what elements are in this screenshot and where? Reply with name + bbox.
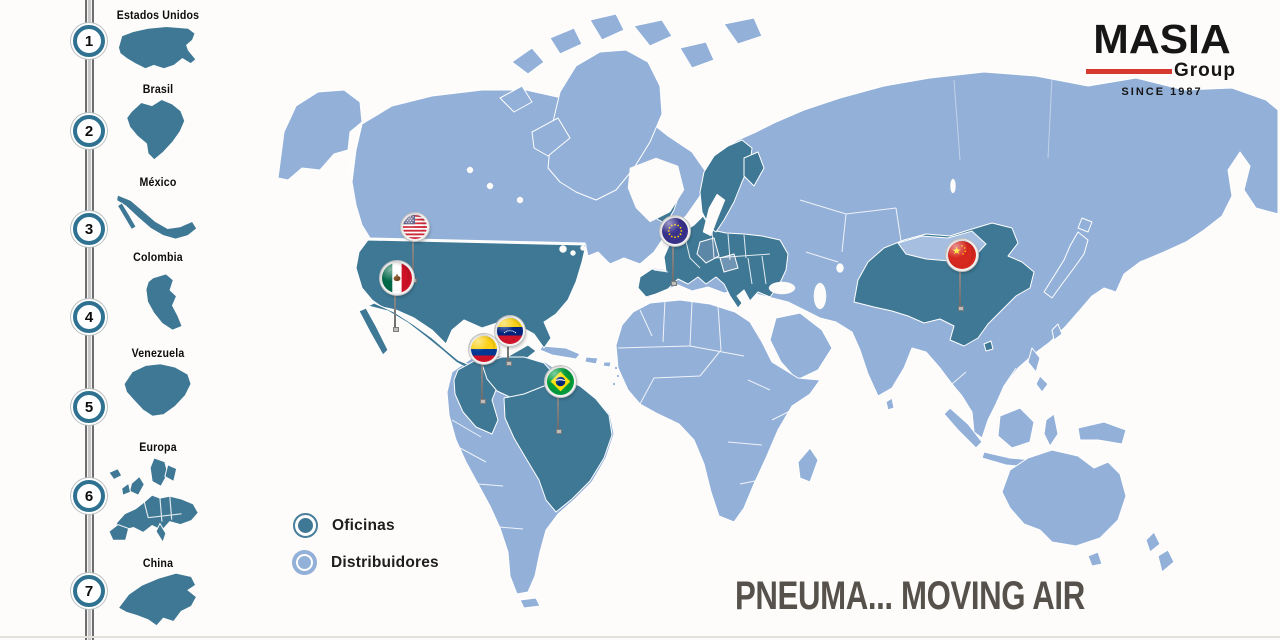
legend-item-oficinas: Oficinas <box>293 513 395 538</box>
map-japan <box>1043 231 1089 299</box>
sidebar-label-venezuela: Venezuela <box>131 348 185 360</box>
venezuela-flag-icon <box>495 316 525 346</box>
mexico-flag-icon <box>380 261 414 295</box>
map-arabia <box>769 312 833 381</box>
office-dot-icon <box>293 513 318 538</box>
map-baltic-sea <box>702 193 726 237</box>
sidebar-label-china: China <box>142 558 174 570</box>
pin-stick <box>555 379 562 434</box>
sidebar-label-mexico: México <box>139 177 177 189</box>
china-flag-icon <box>946 239 978 271</box>
venezuela-silhouette <box>123 363 192 417</box>
legend-label: Oficinas <box>332 516 395 534</box>
pin-stick <box>479 347 486 404</box>
pin-stick <box>670 229 677 286</box>
brazil-silhouette <box>126 99 186 161</box>
eu-flag-icon <box>660 216 690 246</box>
step-4-badge: 4 <box>73 301 105 333</box>
pin-stick <box>392 276 399 332</box>
usa-flag-icon <box>401 213 429 241</box>
step-6-badge: 6 <box>73 480 105 512</box>
legend-item-distribuidores: Distribuidores <box>292 550 439 575</box>
map-greenland <box>547 49 663 201</box>
legend-label: Distribuidores <box>331 553 439 571</box>
step-1-badge: 1 <box>73 25 105 57</box>
china-silhouette <box>117 572 197 627</box>
bottom-divider <box>0 636 1280 638</box>
usa-silhouette <box>118 26 197 70</box>
map-australia <box>1001 449 1127 547</box>
map-mexico <box>367 302 537 374</box>
mexico-silhouette <box>116 194 198 240</box>
step-2-badge: 2 <box>73 115 105 147</box>
logo-brand-text: MASIA <box>1093 16 1231 62</box>
colombia-flag-icon <box>469 334 499 364</box>
map-africa <box>615 299 821 523</box>
step-5-badge: 5 <box>73 391 105 423</box>
europe-silhouette <box>108 457 199 544</box>
map-china <box>853 222 1035 347</box>
map-alaska <box>277 89 363 181</box>
logo-group-text: Group <box>1174 60 1236 81</box>
sidebar-label-brasil: Brasil <box>142 84 174 96</box>
sidebar-label-estados-unidos: Estados Unidos <box>116 10 200 22</box>
distributor-dot-icon <box>292 550 317 575</box>
masia-group-logo: MASIA Group SINCE 1987 <box>1086 16 1238 98</box>
brazil-flag-icon <box>544 365 576 397</box>
colombia-silhouette <box>145 273 183 331</box>
sidebar-label-colombia: Colombia <box>133 252 183 264</box>
tagline-text: PNEUMA... MOVING AIR <box>735 574 1085 618</box>
pin-stick <box>957 253 964 311</box>
logo-since-text: SINCE 1987 <box>1121 86 1203 98</box>
step-3-badge: 3 <box>73 213 105 245</box>
logo-red-line <box>1086 68 1172 74</box>
sidebar-label-europa: Europa <box>139 442 177 454</box>
step-7-badge: 7 <box>73 575 105 607</box>
map-hudson-bay <box>627 157 685 223</box>
